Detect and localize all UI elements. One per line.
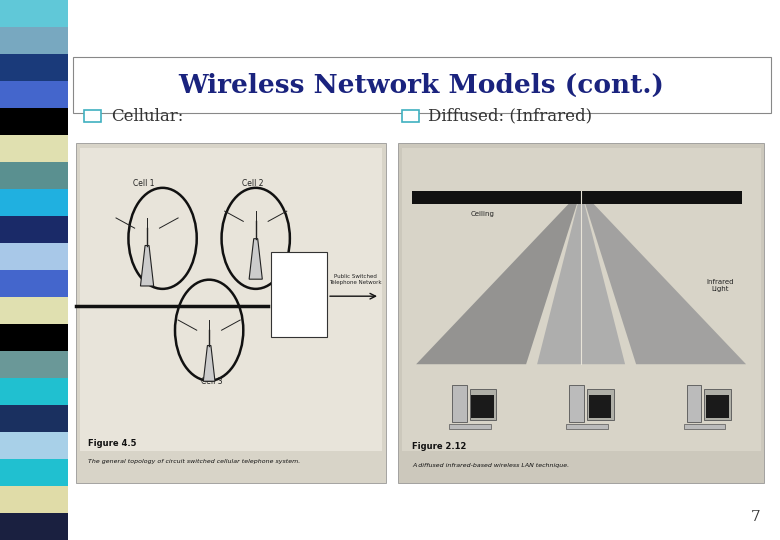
Bar (80, 148, 382, 451)
Bar (0, 486, 68, 513)
Bar (0, 135, 68, 162)
Bar (413, 191, 743, 204)
Polygon shape (140, 246, 154, 286)
Bar (0, 54, 68, 81)
Text: Diffused: (Infrared): Diffused: (Infrared) (428, 107, 592, 125)
Polygon shape (537, 191, 625, 364)
Bar (587, 389, 614, 420)
Bar (271, 252, 327, 337)
Text: Cell 1: Cell 1 (133, 179, 154, 188)
Text: The general topology of circuit switched cellular telephone system.: The general topology of circuit switched… (88, 460, 300, 464)
Text: Mobile
Telephone
Switching
Office
(MTSO): Mobile Telephone Switching Office (MTSO) (285, 269, 313, 297)
Bar (0, 243, 68, 270)
Bar (0, 189, 68, 216)
Text: Cell 2: Cell 2 (242, 179, 264, 188)
Bar (0, 297, 68, 324)
Polygon shape (417, 191, 581, 364)
Text: Figure 2.12: Figure 2.12 (413, 442, 467, 451)
Bar (0, 216, 68, 243)
Bar (0, 108, 68, 135)
Bar (0, 513, 68, 540)
Bar (398, 143, 764, 483)
Bar (683, 424, 725, 429)
Text: Wireless Network Models (cont.): Wireless Network Models (cont.) (179, 72, 665, 98)
Text: Cellular:: Cellular: (111, 107, 183, 125)
Text: Public Switched
Telephone Network: Public Switched Telephone Network (328, 274, 381, 285)
Bar (0, 432, 68, 459)
Bar (704, 389, 731, 420)
Bar (0, 0, 68, 27)
Text: Infrared
Light: Infrared Light (707, 280, 734, 293)
Bar (0, 378, 68, 405)
Bar (0, 459, 68, 486)
Bar (0, 162, 68, 189)
Bar (402, 110, 419, 122)
Bar (73, 57, 771, 113)
Bar (706, 395, 729, 418)
Bar (0, 270, 68, 297)
Bar (471, 395, 494, 418)
Bar (0, 27, 68, 54)
Polygon shape (581, 191, 746, 364)
Text: Ceiling: Ceiling (471, 211, 495, 217)
Bar (0, 81, 68, 108)
Bar (402, 148, 760, 451)
Polygon shape (249, 239, 262, 279)
Bar (84, 110, 101, 122)
Bar (686, 386, 701, 422)
Bar (0, 405, 68, 432)
Bar (569, 386, 584, 422)
Bar (449, 424, 491, 429)
Bar (452, 386, 466, 422)
Bar (470, 389, 496, 420)
Polygon shape (204, 346, 215, 381)
Bar (0, 351, 68, 378)
Bar (0, 324, 68, 351)
Bar (589, 395, 612, 418)
Text: Cell 3: Cell 3 (201, 377, 223, 386)
Text: Figure 4.5: Figure 4.5 (88, 439, 136, 448)
Text: 7: 7 (751, 510, 760, 524)
Text: A diffused infrared-based wireless LAN technique.: A diffused infrared-based wireless LAN t… (413, 463, 569, 468)
Bar (566, 424, 608, 429)
Bar (76, 143, 386, 483)
